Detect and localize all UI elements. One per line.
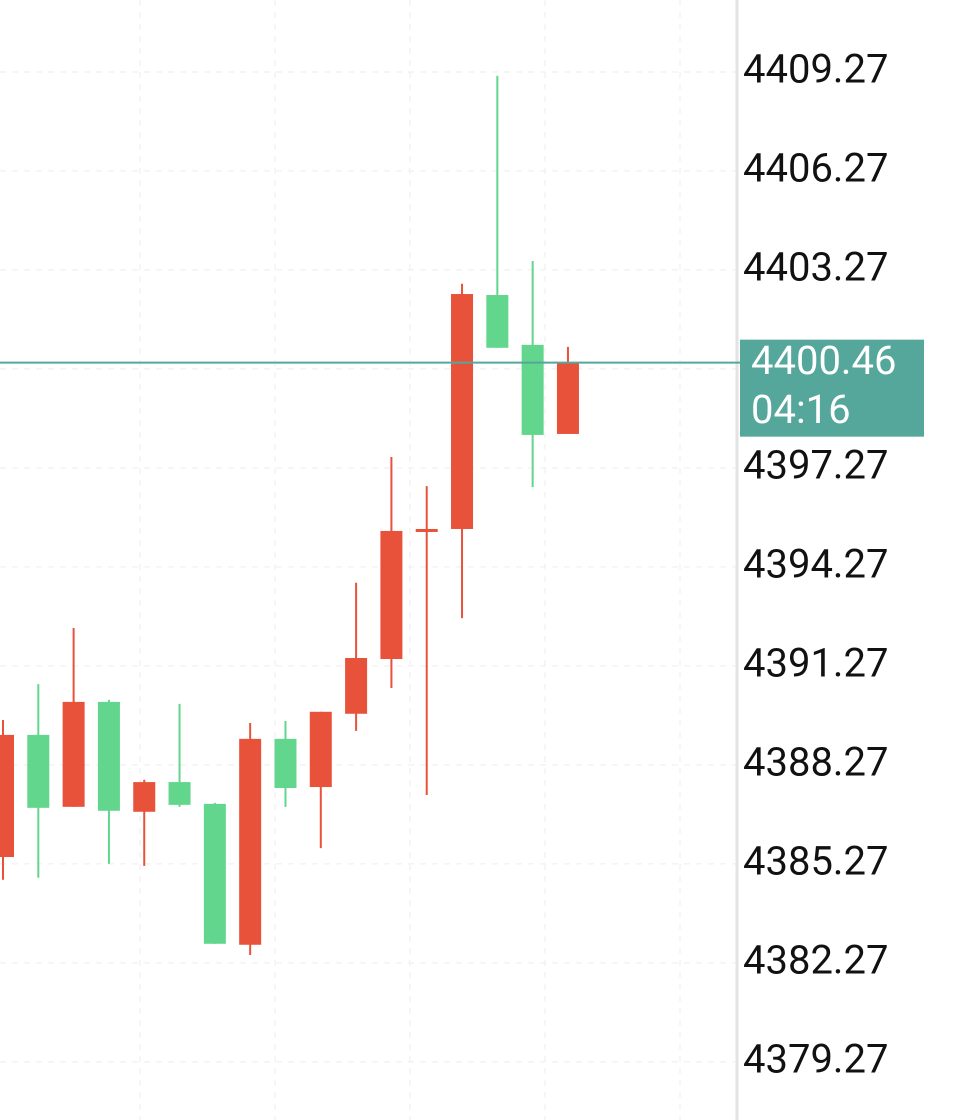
countdown-label: 04:16 [751, 386, 851, 433]
y-tick-label: 4397.27 [743, 441, 888, 488]
candle-body [133, 782, 156, 812]
grid [0, 71, 737, 1063]
y-tick-label: 4388.27 [743, 738, 888, 785]
candle-body [97, 701, 120, 811]
y-tick-label: 4406.27 [743, 144, 888, 191]
candle-body [62, 701, 85, 807]
candle-body [556, 362, 579, 434]
candle-body [345, 658, 368, 714]
price-label: 4400.46 [751, 337, 896, 384]
y-tick-label: 4409.27 [743, 46, 888, 93]
candle-body [521, 344, 544, 435]
y-tick-label: 4379.27 [743, 1035, 888, 1082]
candle-body [27, 734, 50, 808]
y-tick-label: 4391.27 [743, 639, 888, 686]
price-box [740, 339, 924, 437]
candles [0, 75, 579, 956]
candle-body [0, 734, 14, 857]
y-tick-label: 4394.27 [743, 540, 888, 587]
candle-body [168, 782, 191, 805]
candle-body [203, 803, 226, 944]
candle-body [415, 528, 438, 532]
y-tick-label: 4403.27 [743, 243, 888, 290]
y-tick-label: 4385.27 [743, 837, 888, 884]
candle-body [380, 530, 403, 659]
candle-body [239, 738, 262, 945]
y-tick-label: 4382.27 [743, 936, 888, 983]
candle-body [451, 294, 474, 529]
candle-body [309, 711, 332, 788]
candle-body [486, 295, 509, 348]
candle-body [274, 738, 297, 789]
